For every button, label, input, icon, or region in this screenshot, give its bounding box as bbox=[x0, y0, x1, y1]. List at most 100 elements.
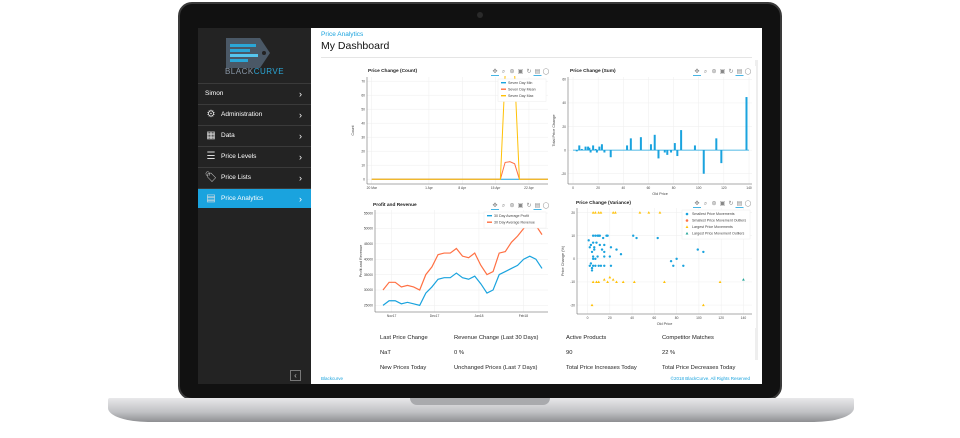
x-tick-label: 15 Apr bbox=[491, 186, 501, 190]
scatter-point bbox=[609, 246, 613, 249]
wheel-zoom-icon[interactable]: ⊛ bbox=[509, 203, 514, 209]
breadcrumb[interactable]: Price Analytics bbox=[321, 31, 364, 38]
chevron-right-icon: › bbox=[299, 88, 302, 99]
legend-label: 30 Day Average Profit bbox=[494, 214, 529, 218]
scatter-point bbox=[614, 211, 617, 214]
legend-label: 30 Day Average Revenue bbox=[494, 221, 535, 225]
reset-icon[interactable]: ↻ bbox=[728, 68, 733, 75]
scatter-point bbox=[621, 280, 625, 283]
x-tick-label: Dec17 bbox=[430, 314, 440, 318]
bar bbox=[666, 150, 669, 155]
x-tick-label: 100 bbox=[696, 316, 702, 320]
plot-area bbox=[573, 97, 749, 174]
save-icon[interactable]: ▣ bbox=[518, 203, 524, 209]
sidebar-item-price-levels[interactable]: ☰ Price Levels › bbox=[198, 146, 311, 166]
pan-icon[interactable]: ✥ bbox=[492, 202, 497, 209]
list-icon: ☰ bbox=[206, 151, 216, 162]
stat-label: New Prices Today bbox=[380, 365, 427, 371]
scatter-point bbox=[742, 278, 745, 281]
x-axis-label: Old Price bbox=[657, 322, 673, 326]
sidebar-item-administration[interactable]: ⚙ Administration › bbox=[198, 104, 311, 124]
pan-icon[interactable]: ✥ bbox=[694, 68, 699, 75]
x-tick-label: 40 bbox=[621, 186, 625, 190]
x-tick-label: 80 bbox=[672, 186, 676, 190]
footer-link[interactable]: Blackcurve bbox=[321, 376, 344, 381]
hover-icon[interactable]: ▤ bbox=[737, 201, 743, 207]
scatter-point bbox=[597, 211, 601, 214]
scatter-point bbox=[701, 303, 705, 307]
wheel-zoom-icon[interactable]: ⊛ bbox=[509, 69, 514, 75]
scatter-point bbox=[589, 243, 593, 247]
hover-icon[interactable]: ▤ bbox=[535, 203, 541, 209]
sidebar-item-label: Administration bbox=[221, 111, 263, 118]
main-content: Price Analytics My Dashboard Last Price … bbox=[311, 28, 762, 384]
stat-value: NaT bbox=[380, 350, 391, 356]
gear-icon: ⚙ bbox=[206, 109, 216, 120]
scatter-point bbox=[598, 243, 602, 247]
y-tick-label: 55000 bbox=[364, 211, 373, 215]
scatter-point bbox=[602, 278, 606, 281]
tags-icon: 🏷 bbox=[204, 172, 218, 183]
y-tick-label: 0 bbox=[564, 148, 566, 152]
scatter-point bbox=[595, 280, 598, 283]
stat-label: Total Price Decreases Today bbox=[662, 365, 736, 371]
zoom-icon[interactable]: ⌕ bbox=[704, 201, 707, 207]
brand-name: BLACKCURVE bbox=[198, 67, 311, 76]
scatter-point bbox=[591, 255, 595, 258]
scatter-point bbox=[603, 255, 606, 258]
legend bbox=[681, 209, 751, 240]
zoom-icon[interactable]: ⌕ bbox=[704, 69, 707, 75]
legend-swatch bbox=[501, 88, 506, 90]
plot-area bbox=[382, 218, 543, 307]
zoom-icon[interactable]: ⌕ bbox=[502, 203, 505, 209]
bar bbox=[609, 150, 612, 158]
legend-swatch bbox=[685, 219, 689, 222]
help-icon[interactable]: ◯ bbox=[745, 200, 752, 207]
collapse-sidebar-button[interactable]: ‹ bbox=[290, 370, 301, 381]
scatter-point bbox=[590, 269, 594, 272]
legend bbox=[483, 211, 547, 229]
save-icon[interactable]: ▣ bbox=[518, 69, 524, 75]
y-tick-label: 30000 bbox=[364, 288, 373, 292]
scatter-point bbox=[594, 264, 597, 267]
bar bbox=[600, 144, 603, 151]
reset-icon[interactable]: ↻ bbox=[728, 200, 733, 207]
bar bbox=[720, 150, 723, 164]
reset-icon[interactable]: ↻ bbox=[526, 202, 531, 209]
help-icon[interactable]: ◯ bbox=[745, 68, 752, 75]
zoom-icon[interactable]: ⌕ bbox=[502, 69, 505, 75]
sidebar-item-data[interactable]: ▦ Data › bbox=[198, 125, 311, 145]
save-icon[interactable]: ▣ bbox=[720, 69, 726, 75]
x-tick-label: 0 bbox=[572, 186, 574, 190]
help-icon[interactable]: ◯ bbox=[543, 202, 550, 209]
copyright: ©2018 BlackCurve. All Rights Reserved bbox=[670, 376, 750, 381]
pan-icon[interactable]: ✥ bbox=[492, 68, 497, 75]
help-icon[interactable]: ◯ bbox=[543, 68, 550, 75]
pan-icon[interactable]: ✥ bbox=[694, 200, 699, 207]
sidebar-item-price-lists[interactable]: 🏷 Price Lists › bbox=[198, 167, 311, 187]
hover-icon[interactable]: ▤ bbox=[535, 69, 541, 75]
wheel-zoom-icon[interactable]: ⊛ bbox=[711, 201, 716, 207]
scrollbar[interactable] bbox=[755, 60, 758, 360]
sidebar-item-price-analytics[interactable]: ▤ Price Analytics › bbox=[198, 188, 311, 208]
y-tick-label: 0 bbox=[573, 257, 575, 261]
y-tick-label: 40 bbox=[562, 101, 566, 105]
reset-icon[interactable]: ↻ bbox=[526, 68, 531, 75]
laptop-notch bbox=[410, 398, 550, 405]
y-tick-label: 70 bbox=[361, 79, 365, 83]
legend-swatch bbox=[501, 95, 506, 97]
hover-icon[interactable]: ▤ bbox=[737, 69, 743, 75]
scatter-point bbox=[599, 211, 603, 214]
y-tick-label: 10 bbox=[571, 234, 575, 238]
wheel-zoom-icon[interactable]: ⊛ bbox=[711, 69, 716, 75]
x-tick-label: 60 bbox=[647, 186, 651, 190]
sidebar-item-user[interactable]: Simon › bbox=[198, 83, 311, 103]
x-tick-label: 1 Apr bbox=[425, 186, 434, 190]
legend-swatch bbox=[685, 225, 689, 228]
save-icon[interactable]: ▣ bbox=[720, 201, 726, 207]
series-line bbox=[382, 255, 543, 307]
scatter-point bbox=[702, 250, 705, 254]
y-axis-label: Total Price Change bbox=[552, 114, 556, 146]
scatter-point bbox=[593, 246, 596, 249]
active-tool-indicator bbox=[735, 207, 744, 208]
